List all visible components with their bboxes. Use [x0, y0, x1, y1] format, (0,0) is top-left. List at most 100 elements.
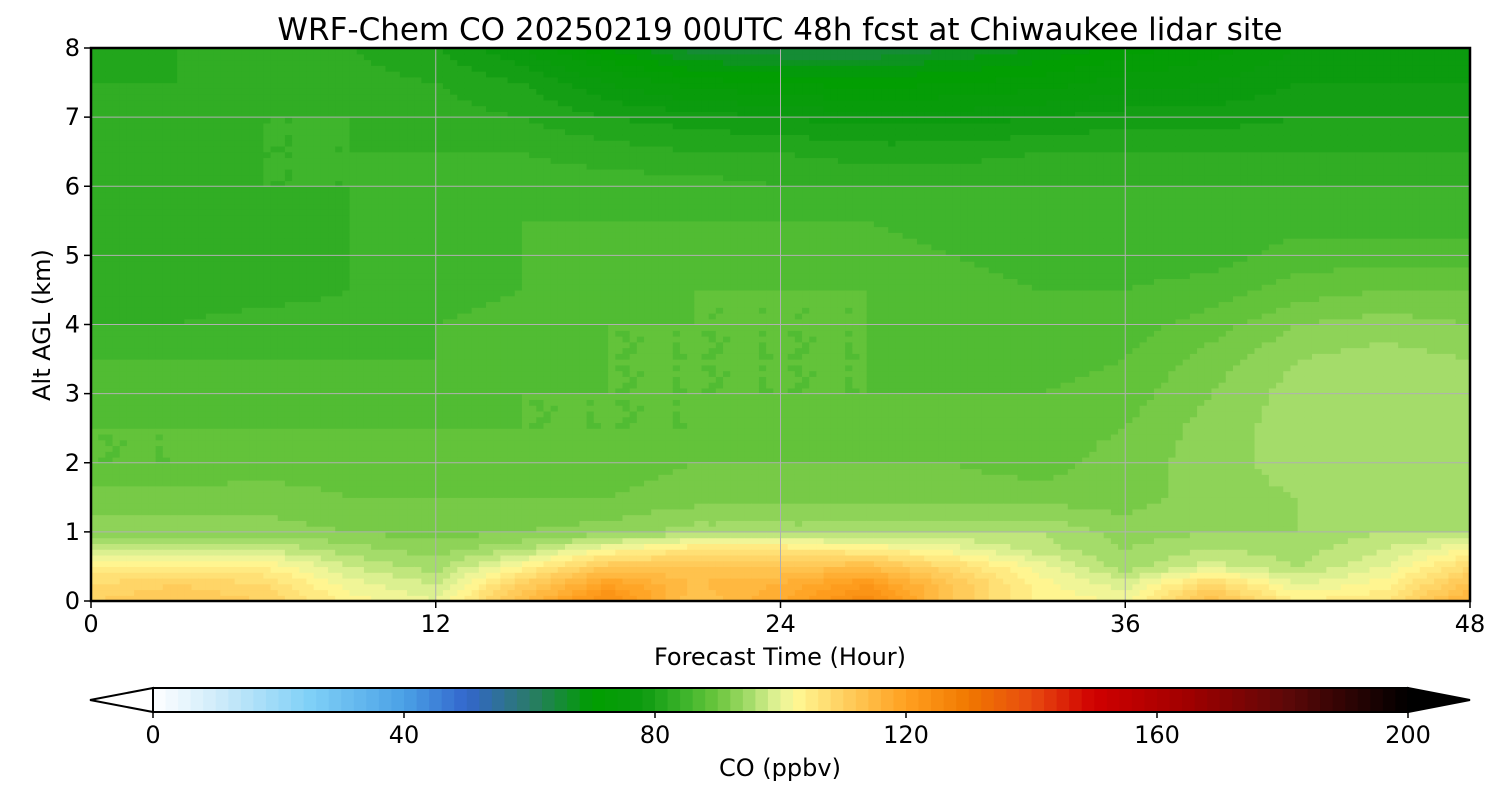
heatmap-cell [241, 370, 250, 377]
heatmap-cell [392, 266, 401, 274]
heatmap-cell [421, 99, 430, 107]
heatmap-cell [371, 480, 379, 487]
heatmap-cell [363, 48, 372, 55]
heatmap-cell [141, 238, 150, 245]
heatmap-cell [442, 266, 451, 274]
heatmap-cell [220, 595, 229, 602]
heatmap-cell [299, 405, 308, 412]
heatmap-cell [421, 520, 430, 527]
heatmap-cell [442, 577, 451, 585]
heatmap-cell [442, 485, 451, 493]
heatmap-cell [442, 410, 451, 418]
heatmap-cell [162, 422, 171, 429]
heatmap-cell [363, 589, 372, 596]
heatmap-cell [399, 203, 408, 210]
heatmap-cell [213, 157, 221, 164]
heatmap-cell [148, 416, 157, 424]
heatmap-cell [378, 526, 387, 533]
heatmap-cell [313, 238, 322, 245]
heatmap-cell [198, 410, 207, 418]
heatmap-cell [306, 53, 315, 61]
heatmap-cell [126, 105, 135, 112]
heatmap-cell [450, 157, 458, 164]
heatmap-cell [249, 491, 257, 498]
heatmap-cell [98, 168, 106, 176]
heatmap-cell [277, 215, 286, 222]
heatmap-cell [349, 508, 358, 516]
heatmap-cell [98, 307, 106, 314]
heatmap-cell [177, 192, 185, 199]
heatmap-cell [277, 197, 286, 205]
heatmap-cell [363, 526, 372, 533]
heatmap-cell [270, 157, 279, 164]
heatmap-cell [363, 382, 372, 389]
heatmap-cell [126, 48, 135, 55]
heatmap-cell [284, 134, 293, 141]
heatmap-cell [234, 76, 243, 84]
heatmap-cell [320, 474, 329, 481]
heatmap-cell [249, 577, 257, 585]
heatmap-cell [234, 589, 243, 596]
heatmap-cell [435, 514, 444, 521]
heatmap-cell [277, 560, 286, 568]
heatmap-cell [363, 399, 372, 406]
heatmap-cell [105, 376, 114, 383]
heatmap-cell [155, 88, 164, 95]
heatmap-cell [363, 491, 372, 498]
heatmap-cell [363, 197, 372, 205]
heatmap-cell [256, 59, 264, 66]
heatmap-cell [385, 209, 394, 216]
heatmap-cell [256, 456, 264, 464]
heatmap-cell [363, 353, 372, 360]
heatmap-cell [213, 462, 221, 470]
heatmap-cell [363, 226, 372, 233]
heatmap-cell [105, 382, 114, 389]
heatmap-cell [392, 272, 401, 280]
heatmap-cell [98, 480, 106, 487]
heatmap-cell [306, 520, 315, 527]
heatmap-cell [126, 220, 135, 228]
heatmap-cell [450, 382, 458, 389]
heatmap-cell [148, 589, 157, 596]
heatmap-cell [263, 168, 272, 176]
heatmap-cell [320, 520, 329, 527]
heatmap-cell [234, 48, 243, 55]
heatmap-cell [299, 238, 308, 245]
heatmap-cell [320, 370, 329, 377]
heatmap-cell [98, 128, 106, 136]
heatmap-cell [170, 226, 178, 233]
heatmap-cell [342, 140, 351, 147]
heatmap-cell [356, 261, 365, 268]
heatmap-cell [313, 451, 322, 458]
heatmap-cell [177, 359, 185, 366]
heatmap-cell [328, 405, 336, 412]
heatmap-cell [227, 145, 236, 153]
heatmap-cell [428, 405, 437, 412]
heatmap-cell [227, 289, 236, 297]
heatmap-cell [349, 543, 358, 550]
heatmap-cell [407, 405, 415, 412]
heatmap-cell [263, 99, 272, 107]
heatmap-cell [191, 122, 200, 130]
heatmap-cell [292, 197, 300, 205]
heatmap-cell [141, 220, 150, 228]
heatmap-cell [256, 105, 264, 112]
heatmap-cell [457, 180, 466, 187]
heatmap-cell [356, 549, 365, 556]
heatmap-cell [277, 180, 286, 187]
heatmap-cell [313, 53, 322, 61]
heatmap-cell [270, 451, 279, 458]
heatmap-cell [184, 122, 193, 130]
heatmap-cell [205, 209, 214, 216]
heatmap-cell [435, 583, 444, 591]
heatmap-cell [356, 82, 365, 89]
heatmap-cell [349, 456, 358, 464]
heatmap-cell [320, 226, 329, 233]
heatmap-cell [378, 428, 387, 435]
heatmap-cell [162, 497, 171, 504]
heatmap-cell [98, 278, 106, 285]
heatmap-cell [342, 59, 351, 66]
heatmap-cell [407, 503, 415, 510]
heatmap-cell [277, 382, 286, 389]
heatmap-cell [91, 359, 99, 366]
